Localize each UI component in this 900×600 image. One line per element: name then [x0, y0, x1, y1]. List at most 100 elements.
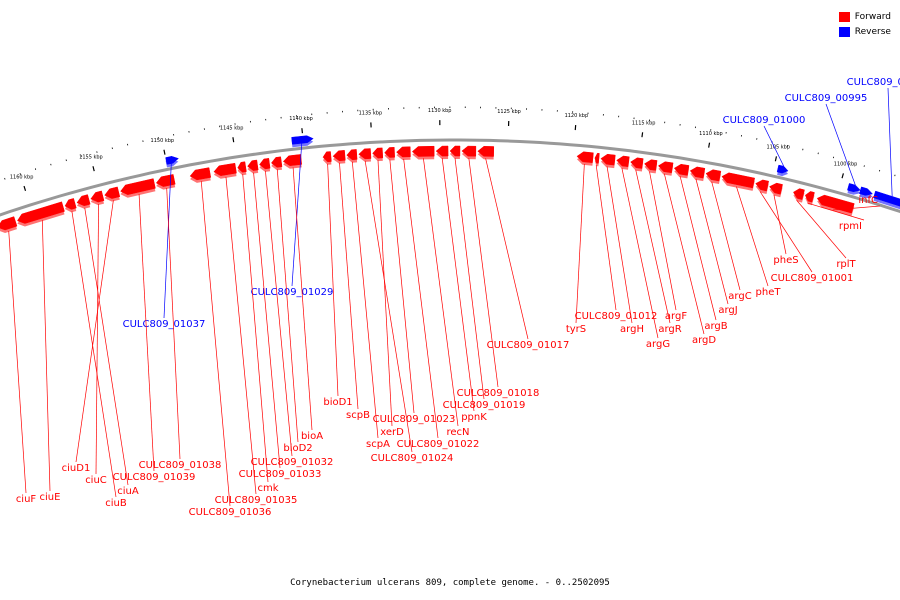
gene-label-culc809-01037: CULC809_01037	[123, 319, 206, 330]
gene-culc809-01018	[461, 145, 477, 160]
gene-label-ciue: ciuE	[40, 492, 61, 503]
gene-label-culc809-01039-leader	[138, 194, 155, 472]
gene-label-rplt: rplT	[836, 259, 856, 270]
tick-label-0: 1100 kbp	[834, 162, 858, 168]
gene-label-phet-leader	[736, 186, 769, 287]
tick-label-7: 1135 kbp	[359, 110, 383, 116]
gene-ciuf	[0, 216, 18, 233]
gene-recn	[411, 145, 435, 160]
gene-label-culc809-01029: CULC809_01029	[251, 287, 334, 298]
gene-label-biod1: bioD1	[323, 397, 352, 408]
gene-xerd	[372, 147, 384, 162]
gene-label-culc809-01037-leader	[163, 156, 172, 319]
gene-label-culc809-01035-leader	[225, 176, 257, 495]
genome-backbone	[0, 138, 900, 217]
gene-culc809-01032	[259, 158, 271, 172]
gene-label-phes: pheS	[773, 255, 798, 266]
gene-label-culc809-01019: CULC809_01019	[443, 400, 526, 411]
gene-bioa	[282, 154, 302, 169]
gene-phes	[769, 182, 783, 198]
gene-culc809-01039	[120, 178, 156, 198]
gene-label-ciua: ciuA	[117, 486, 139, 497]
gene-infc	[816, 194, 855, 217]
gene-label-ciud1-leader	[75, 200, 114, 463]
gene-ppnk	[435, 145, 449, 160]
gene-culc809-00994	[873, 190, 900, 210]
gene-biod2	[271, 156, 283, 171]
gene-label-biod2: bioD2	[283, 443, 312, 454]
gene-label-culc809-01018-leader	[468, 158, 499, 388]
gene-culc809-01038	[155, 174, 176, 190]
legend-label-forward: Forward	[854, 11, 891, 22]
gene-label-culc809-01022-leader	[403, 158, 439, 439]
gene-label-recn-leader	[423, 158, 459, 427]
gene-culc809-01029	[291, 135, 314, 148]
gene-label-argh-leader	[606, 166, 633, 324]
gene-label-culc809-01012: CULC809_01012	[575, 311, 658, 322]
scale-ticks: 1100 kbp 1105 kbp 1110 kbp 1115 kbp 1120 kbp…	[4, 106, 896, 191]
gene-label-culc809-01038: CULC809_01038	[139, 460, 222, 471]
gene-ciue	[17, 201, 65, 227]
gene-label-cmk: cmk	[257, 483, 278, 494]
gene-label-xerd-leader	[377, 160, 393, 427]
gene-culc809-01037	[165, 156, 179, 168]
gene-label-argr: argR	[658, 324, 681, 335]
gene-culc809-01033	[247, 159, 259, 174]
gene-culc809-01019	[449, 145, 461, 159]
gene-label-ciua-leader	[84, 207, 129, 486]
tick-label-6: 1130 kbp	[428, 108, 452, 114]
gene-label-tyrs: tyrS	[566, 324, 586, 335]
gene-label-culc809-01033: CULC809_01033	[239, 469, 322, 480]
gene-label-ciuc: ciuC	[85, 475, 107, 486]
legend-label-reverse: Reverse	[854, 26, 891, 37]
gene-label-argg: argG	[646, 339, 670, 350]
gene-culc809-01024	[358, 148, 372, 162]
gene-culc809-01036	[189, 167, 212, 183]
tick-label-8: 1140 kbp	[289, 116, 313, 122]
gene-label-culc809-00995-leader	[825, 103, 856, 186]
gene-scpb	[332, 150, 346, 164]
gene-label-argj-leader	[695, 178, 729, 305]
gene-label-rpmi-leader	[807, 202, 865, 221]
gene-ciuc	[90, 190, 105, 206]
genome-caption: Corynebacterium ulcerans 809, complete g…	[290, 578, 610, 588]
gene-label-culc809-01023-leader	[389, 159, 415, 414]
gene-features	[0, 135, 900, 233]
gene-biod1	[322, 151, 332, 165]
gene-rpmi	[804, 191, 815, 206]
gene-label-culc809-01019-leader	[454, 157, 485, 400]
tick-label-1: 1105 kbp	[766, 145, 790, 151]
gene-label-scpa: scpA	[366, 439, 390, 450]
gene-label-biod2-leader	[276, 169, 299, 443]
major-tick	[163, 149, 166, 155]
gene-label-bioa-leader	[292, 167, 313, 431]
gene-label-rpmi: rpmI	[839, 221, 862, 232]
gene-label-culc809-01032: CULC809_01032	[251, 457, 334, 468]
tick-label-12: 1160 kbp	[10, 174, 34, 180]
gene-argc	[705, 169, 722, 184]
gene-scpa	[346, 149, 358, 163]
major-tick	[23, 185, 27, 191]
gene-label-xerd: xerD	[380, 427, 404, 438]
major-tick	[92, 166, 95, 172]
gene-tyrs	[576, 151, 594, 166]
gene-label-argb-leader	[679, 176, 717, 321]
gene-label-rplt-leader	[796, 200, 847, 259]
gene-label-ciuc-leader	[95, 204, 99, 475]
gene-ciub	[64, 198, 77, 213]
legend-item-reverse: Reverse	[838, 24, 891, 39]
gene-ciua	[76, 194, 91, 209]
gene-culc809-01012	[594, 152, 600, 167]
gene-label-argh: argH	[620, 324, 644, 335]
tick-label-5: 1125 kbp	[497, 109, 521, 115]
gene-argb	[673, 163, 690, 179]
forward-swatch	[838, 11, 850, 22]
gene-label-argb: argB	[704, 321, 727, 332]
tick-label-3: 1115 kbp	[632, 120, 656, 126]
tick-label-9: 1145 kbp	[220, 125, 244, 131]
gene-argr	[630, 157, 644, 172]
gene-label-culc809-01023: CULC809_01023	[373, 414, 456, 425]
gene-label-culc809-01000-leader	[763, 125, 785, 167]
gene-rplt	[793, 188, 805, 203]
gene-label-culc809-01001: CULC809_01001	[771, 273, 854, 284]
